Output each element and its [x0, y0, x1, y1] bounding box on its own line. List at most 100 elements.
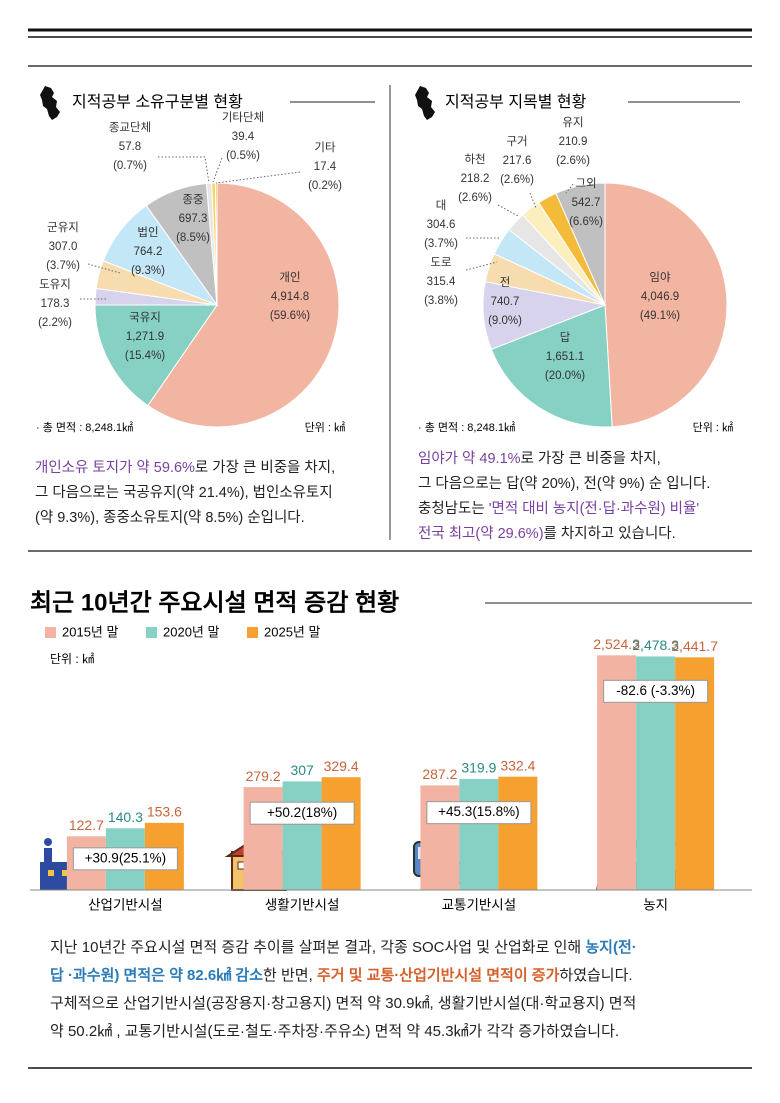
slice-label-line: (2.6%) [556, 155, 590, 167]
legend-swatch [146, 627, 157, 638]
value-label: 287.2 [422, 766, 457, 782]
annotation-box [426, 801, 532, 825]
annotation-box [603, 679, 709, 703]
legend-swatch [45, 627, 56, 638]
slice-label-line: 1,651.1 [546, 351, 584, 363]
slice-label-line: 1,271.9 [126, 331, 164, 343]
slice-label-line: 178.3 [41, 298, 70, 310]
slice-label-line: (3.8%) [424, 295, 458, 307]
slice-label-line: 하천 [464, 152, 485, 166]
pie-slice [555, 182, 606, 306]
slice-label-line: (2.6%) [458, 192, 492, 204]
slice-label-line: 답 [560, 331, 571, 344]
slice-label-line: 임야 [649, 271, 671, 284]
slice-label-line: (20.0%) [545, 370, 585, 382]
slice-label: 그외 542.7 (6.6%) [569, 177, 603, 228]
value-label: 319.9 [461, 760, 496, 776]
text: 주거 및 교통·산업기반시설 면적이 증가 [316, 967, 560, 984]
slice-label-line: 도유지 [39, 278, 71, 291]
slice-label-line: 도로 [430, 257, 451, 269]
summary-left: 개인소유 토지가 약 59.6%로 가장 큰 비중을 차지, 그 다음으로는 국공… [35, 456, 335, 531]
map-icon [40, 86, 60, 120]
value-label: 307 [290, 762, 314, 778]
value-label: 332.4 [500, 757, 535, 773]
unit-label: 단위 : ㎢ [50, 652, 94, 666]
pie-slice [490, 304, 613, 428]
slice-label-line: 17.4 [314, 161, 337, 173]
leader-line [212, 157, 223, 183]
footnote: · 총 면적 : 8,248.1㎢ [36, 421, 133, 434]
value-label: 329.4 [324, 758, 359, 774]
leader-line [215, 171, 301, 184]
text: 하였습니다. [559, 967, 633, 984]
slice-label: 법인 764.2 (9.3%) [131, 226, 165, 277]
annotation: -82.6 (-3.3%) [616, 683, 695, 698]
leader-line [529, 192, 537, 209]
legend-label: 2025년 말 [264, 624, 320, 639]
value-label: 153.6 [147, 804, 182, 820]
slice-label-line: 그외 [575, 177, 596, 190]
text: 그 다음으로는 답(약 20%), 전(약 9%) 순 입니다. [418, 476, 711, 492]
slice-label-line: (3.7%) [424, 238, 458, 250]
slice-label: 기타단체 39.4 (0.5%) [222, 111, 264, 162]
slice-label-line: 315.4 [427, 276, 456, 288]
unit-label: 단위 : ㎢ [693, 421, 733, 434]
slice-label: 유지 210.9 (2.6%) [556, 116, 590, 167]
leader-line [497, 204, 519, 217]
text: 개인소유 토지가 약 59.6% [35, 460, 195, 476]
slice-label-line: 기타단체 [222, 111, 264, 124]
bar [282, 781, 322, 890]
slice-label-line: 법인 [137, 226, 158, 239]
leader-line [158, 156, 210, 184]
slice-label: 전 740.7 (9.0%) [488, 276, 522, 327]
slice-label-line: 4,914.8 [271, 291, 309, 303]
slice-label-line: 697.3 [179, 213, 208, 225]
slice-label-line: (49.1%) [640, 310, 680, 322]
value-label: 279.2 [246, 768, 281, 784]
pie-slice [147, 182, 340, 428]
value-label: 2,524.3 [593, 636, 640, 652]
slice-label-line: 542.7 [572, 197, 601, 209]
slice-label-line: (59.6%) [270, 310, 310, 322]
slice-label-line: 740.7 [491, 296, 520, 308]
pie-slice [94, 304, 218, 407]
x-tick-label: 생활기반시설 [265, 898, 340, 913]
slice-label-line: (0.5%) [226, 150, 260, 162]
text: 로 가장 큰 비중을 차지, [194, 460, 336, 476]
slice-label-line: (0.2%) [308, 180, 342, 192]
text: 임야가 약 49.1% [418, 451, 521, 467]
text: '면적 대비 농지(전·답·과수원) 비율' [488, 501, 700, 517]
slice-label: 기타 17.4 (0.2%) [308, 141, 342, 192]
legend-label: 2015년 말 [62, 624, 118, 639]
slice-label-line: 구거 [506, 135, 527, 148]
slice-label-line: 304.6 [427, 219, 456, 231]
annotation: +50.2(18%) [267, 805, 337, 820]
slice-label-line: 210.9 [559, 136, 588, 148]
map-icon [415, 86, 435, 120]
slice-label-line: 군유지 [47, 221, 79, 234]
bar [459, 778, 499, 890]
summary-bottom: 지난 10년간 주요시설 면적 증감 추이를 살펴본 결과, 각종 SOC사업 … [50, 934, 637, 1046]
slice-label: 대 304.6 (3.7%) [424, 199, 458, 250]
legend-swatch [247, 627, 258, 638]
annotation-box [72, 847, 178, 871]
text: 약 50.2㎢ , 교통기반시설(도로·철도·주차장·주유소) 면적 약 45.… [50, 1023, 620, 1040]
x-tick-label: 교통기반시설 [442, 898, 517, 913]
bar [420, 785, 460, 890]
slice-label-line: (2.2%) [38, 317, 72, 329]
unit-label: 단위 : ㎢ [305, 421, 345, 434]
slice-label: 종교단체 57.8 (0.7%) [109, 121, 151, 172]
slice-label-line: 전 [500, 276, 511, 289]
slice-label-line: 국유지 [129, 311, 161, 324]
value-label: 140.3 [108, 809, 143, 825]
x-tick-label: 농지 [643, 898, 668, 913]
slice-label-line: 기타 [314, 141, 336, 154]
slice-label: 하천 218.2 (2.6%) [458, 152, 492, 204]
bar [321, 777, 361, 890]
slice-label-line: 217.6 [503, 155, 532, 167]
slice-label: 답 1,651.1 (20.0%) [545, 331, 585, 382]
slice-label-line: 764.2 [134, 246, 163, 258]
text: 그 다음으로는 국공유지(약 21.4%), 법인소유토지 [35, 485, 333, 501]
